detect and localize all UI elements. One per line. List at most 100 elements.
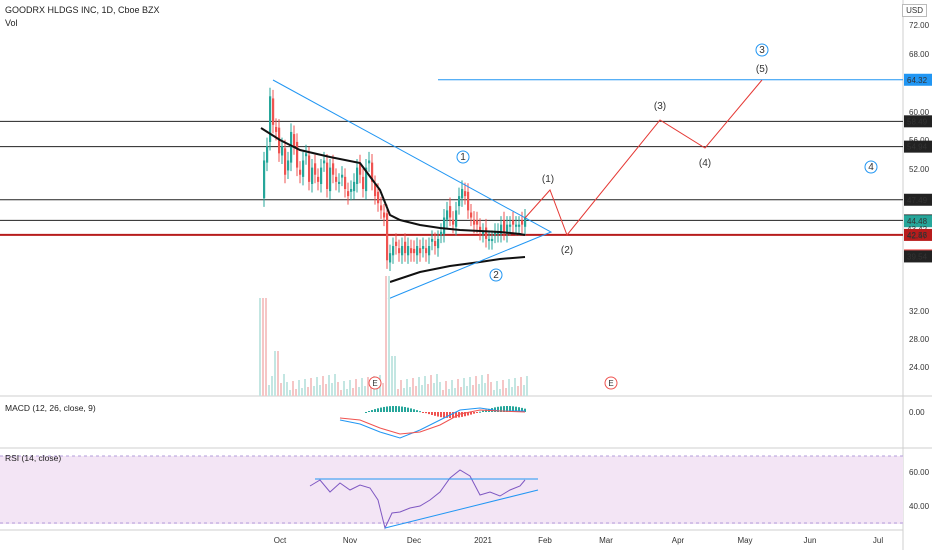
candle-body xyxy=(272,98,275,125)
volume-bar xyxy=(340,390,342,396)
symbol-label: GOODRX HLDGS INC, 1D, Cboe BZX xyxy=(5,5,160,15)
macd-histogram-bar xyxy=(500,406,502,412)
volume-bar xyxy=(319,385,321,396)
candle-body xyxy=(500,224,503,234)
price-level-tag xyxy=(904,140,932,153)
candle-body xyxy=(347,191,350,197)
time-tick-label: 2021 xyxy=(474,536,492,545)
candle-body xyxy=(296,141,299,168)
candle-body xyxy=(275,126,278,132)
macd-histogram-bar xyxy=(497,406,499,412)
candle-body xyxy=(488,238,491,242)
candle-body xyxy=(269,96,272,142)
volume-bar xyxy=(427,384,429,396)
volume-bar xyxy=(361,378,363,396)
macd-histogram-bar xyxy=(455,412,457,418)
candle-body xyxy=(509,224,512,227)
macd-signal-line xyxy=(339,409,526,435)
earnings-marker xyxy=(368,376,382,390)
volume-bar xyxy=(289,390,291,396)
candle-body xyxy=(434,241,437,247)
candle-body xyxy=(464,191,467,197)
volume-bar xyxy=(271,376,273,396)
volume-bar xyxy=(478,384,480,396)
volume-bar xyxy=(280,383,282,396)
macd-histogram-bar xyxy=(410,408,412,412)
candle-body xyxy=(323,160,326,164)
rsi-band-background xyxy=(0,456,903,524)
currency-label[interactable]: USD xyxy=(902,4,927,17)
volume-bar xyxy=(448,389,450,396)
volume-bar xyxy=(457,379,459,396)
macd-histogram-bar xyxy=(389,406,391,412)
volume-bar xyxy=(514,378,516,396)
time-tick-label: Jul xyxy=(873,536,883,545)
volume-bar xyxy=(352,388,354,396)
rsi-tick-label: 60.00 xyxy=(909,468,930,477)
candle-body xyxy=(461,188,464,199)
candle-body xyxy=(344,176,347,189)
candle-body xyxy=(329,167,332,192)
volume-bar xyxy=(286,382,288,396)
volume-bar xyxy=(376,384,378,396)
price-level-tag xyxy=(904,250,932,263)
volume-bar xyxy=(442,390,444,396)
volume-bar xyxy=(490,382,492,396)
price-level-tag xyxy=(904,193,932,206)
macd-histogram-bar xyxy=(479,411,481,413)
candle-body xyxy=(335,176,338,182)
macd-histogram-bar xyxy=(413,409,415,412)
price-tick-label: 52.00 xyxy=(909,165,930,174)
candle-body xyxy=(317,176,320,182)
candle-body xyxy=(284,148,287,175)
macd-histogram-bar xyxy=(485,409,487,412)
volume-bar xyxy=(307,387,309,396)
macd-histogram-bar xyxy=(425,412,427,414)
macd-histogram-bar xyxy=(503,406,505,412)
candle-body xyxy=(443,217,446,234)
volume-bar xyxy=(409,387,411,396)
candle-body xyxy=(383,212,386,218)
volume-bar xyxy=(487,374,489,396)
volume-bar xyxy=(364,386,366,396)
macd-line xyxy=(339,407,525,439)
wave-circle-blue xyxy=(489,268,503,282)
volume-bar xyxy=(526,376,528,396)
macd-histogram-bar xyxy=(407,407,409,412)
candle-body xyxy=(428,246,431,256)
volume-bar xyxy=(346,389,348,396)
volume-bar xyxy=(316,377,318,396)
earnings-marker-label: E xyxy=(372,379,377,388)
candle-body xyxy=(377,191,380,204)
macd-histogram-bar xyxy=(473,412,475,414)
volume-bar xyxy=(412,378,414,396)
macd-histogram-bar xyxy=(521,407,523,412)
candle-body xyxy=(341,174,344,178)
macd-histogram-bar xyxy=(482,410,484,412)
volume-bar xyxy=(277,351,279,396)
candle-body xyxy=(338,181,341,184)
candle-body xyxy=(320,167,323,184)
price-level-tag xyxy=(904,73,932,86)
volume-bar xyxy=(349,380,351,396)
macd-histogram-bar xyxy=(398,406,400,412)
price-tick-label: 24.00 xyxy=(909,363,930,372)
candle-body xyxy=(305,153,308,157)
price-level-tag-label: 44.48 xyxy=(907,217,928,226)
candle-body xyxy=(308,155,311,182)
volume-bar xyxy=(502,380,504,396)
candle-body xyxy=(431,238,434,242)
volume-bar xyxy=(265,298,267,396)
candle-body xyxy=(401,246,404,256)
candle-body xyxy=(293,134,296,147)
candle-body xyxy=(290,131,293,163)
macd-histogram-bar xyxy=(422,412,424,413)
volume-bar xyxy=(460,387,462,396)
volume-bar xyxy=(370,385,372,396)
volume-bar xyxy=(424,376,426,396)
candle-body xyxy=(476,220,479,225)
candle-body xyxy=(326,162,329,189)
price-level-tag-label: 58.49 xyxy=(907,117,928,126)
volume-bar xyxy=(310,378,312,396)
